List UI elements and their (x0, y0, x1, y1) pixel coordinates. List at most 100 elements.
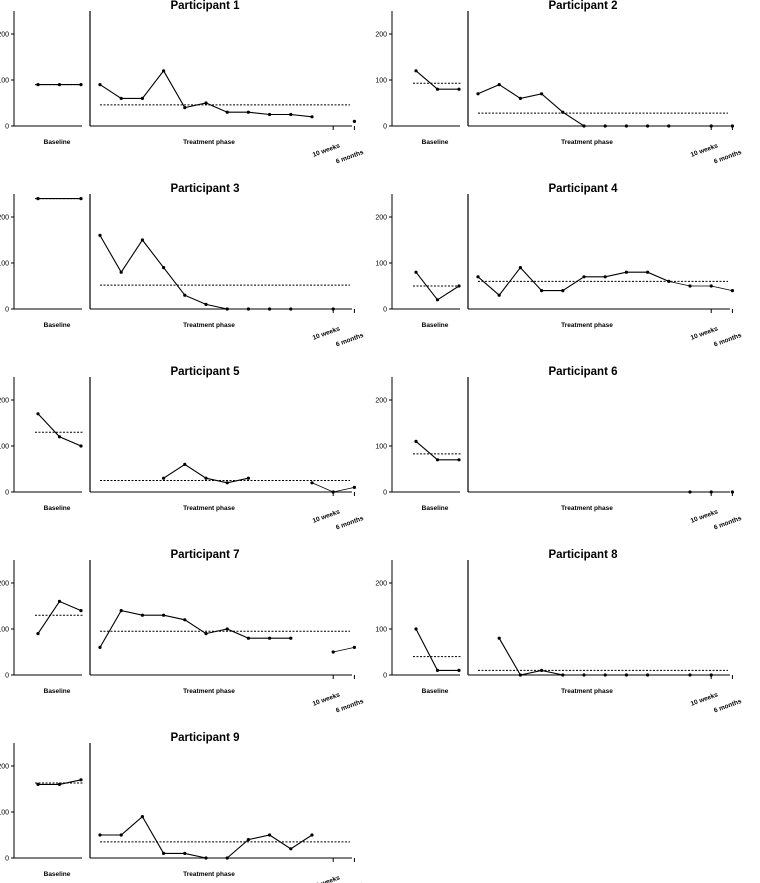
treatment-point (582, 673, 586, 677)
baseline-point (435, 458, 440, 462)
y-tick-label: 100 (375, 261, 387, 268)
x-label-treatment: Treatment phase (183, 688, 235, 695)
x-label-baseline: Baseline (44, 871, 71, 878)
followup-point (709, 284, 713, 288)
x-label-baseline: Baseline (44, 505, 71, 512)
y-tick-label: 100 (375, 78, 387, 85)
x-label-baseline: Baseline (422, 322, 449, 329)
y-tick-label: 100 (0, 627, 9, 634)
treatment-point (268, 307, 272, 311)
x-label-treatment: Treatment phase (183, 322, 235, 329)
x-label-baseline: Baseline (44, 139, 71, 146)
treatment-point (268, 636, 272, 640)
treatment-point (582, 275, 586, 279)
followup-point (352, 485, 356, 489)
treatment-point (225, 481, 229, 485)
chart-panel-8: Participant 8 0 100 200 Baseline Treatment ph… (375, 549, 743, 714)
treatment-point (183, 462, 187, 466)
treatment-point (667, 124, 671, 128)
followup-point (709, 124, 713, 128)
baseline-point (457, 284, 461, 288)
y-tick-label: 100 (0, 261, 9, 268)
followup-series-line (668, 281, 733, 291)
baseline-point (457, 668, 461, 673)
baseline-point (414, 439, 418, 443)
treatment-point (518, 96, 523, 100)
treatment-point (246, 636, 250, 640)
x-label-6-months: 6 months (713, 149, 743, 166)
treatment-series-line (99, 609, 291, 648)
baseline-point (36, 412, 40, 416)
baseline-series-line (415, 70, 459, 90)
x-label-6-months: 6 months (335, 698, 365, 715)
x-label-10-weeks: 10 weeks (312, 142, 342, 158)
baseline-point (57, 782, 62, 787)
treatment-point (289, 307, 293, 311)
followup-point (352, 645, 356, 650)
followup-point (730, 289, 735, 293)
treatment-point (204, 476, 208, 480)
x-label-baseline: Baseline (44, 688, 71, 695)
x-label-treatment: Treatment phase (561, 688, 613, 695)
chart-panel-2: Participant 2 0 100 200 Baseline Treatment ph… (375, 0, 743, 165)
x-label-treatment: Treatment phase (183, 505, 235, 512)
chart-title: Participant 9 (170, 732, 239, 744)
treatment-point (140, 238, 144, 242)
treatment-point (646, 673, 650, 677)
treatment-point (98, 645, 102, 650)
treatment-point (289, 847, 293, 851)
treatment-point (204, 856, 208, 860)
treatment-point (497, 636, 501, 640)
x-label-10-weeks: 10 weeks (690, 142, 720, 158)
treatment-point (518, 673, 523, 677)
treatment-point (246, 110, 250, 114)
chart-panel-7: Participant 7 0 100 200 Baseline Treatment ph… (0, 549, 365, 714)
baseline-point (79, 609, 83, 613)
treatment-point (268, 112, 272, 117)
treatment-series-line (477, 266, 670, 296)
x-label-6-months: 6 months (713, 332, 743, 349)
y-tick-label: 0 (5, 124, 9, 131)
y-tick-label: 0 (5, 856, 9, 863)
chart-panel-4: Participant 4 0 100 200 Baseline Treatment ph… (375, 183, 743, 348)
chart-panel-6: Participant 6 0 100 200 Baseline Treatment ph… (375, 366, 743, 531)
x-label-treatment: Treatment phase (561, 139, 613, 146)
treatment-point (183, 106, 187, 110)
followup-point (352, 119, 356, 123)
y-tick-label: 100 (375, 627, 387, 634)
treatment-point (225, 307, 229, 311)
baseline-point (435, 668, 440, 673)
y-tick-label: 200 (0, 764, 9, 771)
treatment-point (246, 307, 250, 311)
baseline-point (414, 270, 418, 274)
treatment-point (603, 275, 607, 279)
treatment-point (140, 815, 144, 819)
baseline-series-line (37, 600, 82, 634)
baseline-point (435, 298, 440, 302)
chart-panel-1: Participant 1 0 100 200 Baseline Treatment ph… (0, 0, 365, 165)
chart-panel-9: Participant 9 0 100 200 Baseline Treatment ph… (0, 732, 365, 883)
baseline-point (57, 83, 62, 87)
treatment-point (98, 233, 102, 237)
treatment-point (140, 96, 144, 100)
treatment-point (646, 124, 650, 128)
treatment-series-line (99, 235, 291, 310)
chart-title: Participant 2 (548, 0, 617, 12)
y-tick-label: 200 (0, 581, 9, 588)
treatment-series-line (99, 69, 313, 118)
followup-point (688, 673, 692, 677)
x-label-6-months: 6 months (713, 515, 743, 532)
treatment-point (497, 293, 501, 297)
treatment-point (561, 289, 565, 293)
treatment-point (624, 673, 629, 677)
y-tick-label: 200 (375, 398, 387, 405)
x-label-baseline: Baseline (422, 688, 449, 695)
treatment-point (624, 124, 629, 128)
baseline-point (414, 69, 418, 73)
followup-point (688, 284, 692, 288)
treatment-point (162, 266, 166, 270)
baseline-point (79, 83, 83, 87)
treatment-point (476, 92, 480, 96)
treatment-point (289, 636, 293, 640)
